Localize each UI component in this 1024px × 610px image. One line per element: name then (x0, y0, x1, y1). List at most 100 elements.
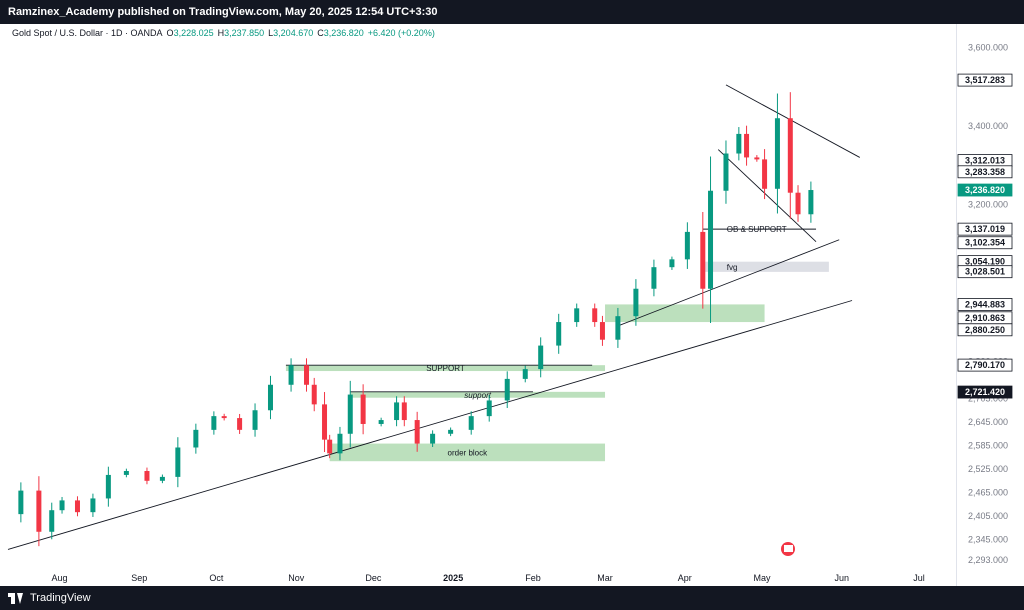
candle (504, 371, 510, 408)
price-badge: 3,102.354 (957, 236, 1013, 250)
price-badge-label: 2,721.420 (965, 387, 1005, 397)
low-value: 3,204.670 (273, 28, 314, 38)
candle-body (414, 420, 420, 444)
candle-body (430, 433, 436, 444)
candle-body (633, 288, 639, 317)
candle (556, 313, 562, 354)
tradingview-brand: TradingView (30, 592, 91, 604)
price-badge-label: 2,880.250 (965, 325, 1005, 335)
price-badge-box (957, 358, 1013, 372)
close-value: 3,236.820 (323, 28, 364, 38)
candle (762, 149, 768, 200)
candle-body (538, 345, 544, 370)
price-badge: 2,910.863 (957, 311, 1013, 325)
candle (337, 426, 343, 461)
candle (18, 482, 24, 523)
candle-body (754, 157, 760, 160)
candle-body (708, 190, 714, 289)
open-value: 3,228.025 (173, 28, 214, 38)
price-badge: 3,236.820 (957, 183, 1013, 197)
price-badge: 2,790.170 (957, 358, 1013, 372)
price-badge-label: 3,054.190 (965, 257, 1005, 267)
price-badge-label: 2,790.170 (965, 360, 1005, 370)
candle-body (175, 447, 181, 477)
price-badge: 2,880.250 (957, 323, 1013, 337)
candle (486, 394, 492, 422)
zone-1 (350, 391, 606, 398)
y-tick-label: 2,645.000 (968, 417, 1008, 427)
candle (795, 185, 801, 222)
open-label: O (166, 28, 174, 38)
candle (430, 430, 436, 447)
candle (744, 125, 750, 166)
candle (211, 411, 217, 435)
candle-body (774, 118, 780, 189)
candle (615, 307, 621, 348)
close-label: C (317, 28, 324, 38)
candle-body (736, 133, 742, 154)
candle-body (723, 153, 729, 191)
price-badge-box (957, 385, 1013, 399)
tradingview-footer: TradingView (0, 586, 1024, 610)
zone-4 (702, 261, 829, 272)
candle-body (322, 404, 328, 440)
zone-0 (285, 365, 606, 372)
candle-body (401, 402, 407, 421)
price-badge: 2,721.420 (957, 385, 1013, 399)
candle-body (105, 474, 111, 499)
trendline-0 (7, 300, 853, 550)
candle (808, 181, 814, 223)
candle-body (360, 394, 366, 424)
candle-body (684, 231, 690, 260)
price-chart[interactable]: SUPPORT support order block fvg OB & SUPPORT… (0, 24, 1024, 586)
candle (468, 411, 474, 435)
candle-body (651, 267, 657, 289)
candle-body (49, 510, 55, 532)
y-tick-label: 2,585.000 (968, 441, 1008, 451)
price-badge-box (957, 323, 1013, 337)
candle (49, 502, 55, 540)
candle-body (211, 416, 217, 430)
price-badge-label: 3,028.501 (965, 267, 1005, 277)
candle (708, 156, 714, 324)
candle (123, 468, 129, 478)
candle-body (144, 471, 150, 481)
price-badge-box (957, 73, 1013, 87)
candle-body (394, 402, 400, 421)
candle-body (267, 384, 273, 411)
candle (252, 403, 258, 437)
candle (90, 493, 96, 517)
candle-body (615, 316, 621, 340)
publish-header-text: Ramzinex_Academy published on TradingVie… (8, 6, 438, 18)
candle-body (669, 259, 675, 268)
candle (684, 222, 690, 269)
event-flag-icon (781, 542, 795, 556)
candle-body (36, 490, 42, 532)
candle (74, 496, 80, 517)
high-value: 3,237.850 (224, 28, 265, 38)
candle (175, 437, 181, 488)
zone-3 (605, 304, 765, 323)
candle-body (795, 192, 801, 215)
candle (787, 92, 793, 219)
price-badge: 3,312.013 (957, 154, 1013, 167)
price-badge: 2,944.883 (957, 298, 1013, 311)
event-flag-inner (784, 545, 793, 552)
candle-body (700, 231, 706, 289)
candle-body (556, 322, 562, 346)
price-badge-box (957, 183, 1013, 197)
x-tick-label: Oct (209, 573, 224, 583)
candle (401, 396, 407, 427)
candle-body (468, 416, 474, 430)
candle (599, 315, 605, 346)
y-tick-label: 2,525.000 (968, 464, 1008, 474)
candle-body (304, 365, 310, 385)
candle (378, 417, 384, 427)
candle (538, 337, 544, 378)
x-tick-label: Mar (597, 573, 613, 583)
x-tick-label: Jun (835, 573, 850, 583)
tradingview-logo-icon (8, 592, 24, 604)
zone-label-5: OB & SUPPORT (727, 225, 787, 234)
candle-body (311, 384, 317, 405)
candle-body (787, 118, 793, 193)
